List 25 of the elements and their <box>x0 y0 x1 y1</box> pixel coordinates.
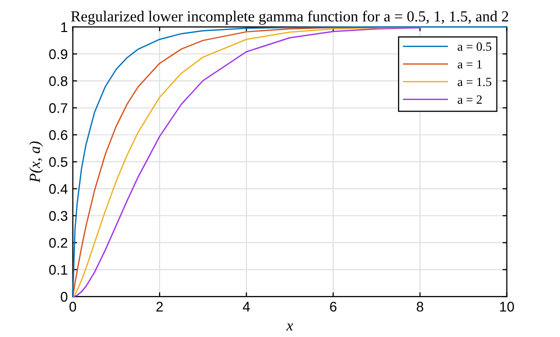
y-tick-label: 0.5 <box>49 157 68 167</box>
legend-label: a = 1 <box>458 60 482 68</box>
x-tick-label: 10 <box>500 302 514 312</box>
legend-label: a = 2 <box>458 95 482 104</box>
y-tick-label: 1 <box>61 22 68 32</box>
x-tick-label: 0 <box>69 302 76 312</box>
chart-title: Regularized lower incomplete gamma function for a = 0.5, 1, 1.5, and 2 <box>71 10 508 25</box>
legend-label: a = 1.5 <box>458 78 492 86</box>
y-tick-label: 0.6 <box>49 130 68 140</box>
x-tick-label: 2 <box>156 302 163 312</box>
x-tick-label: 8 <box>416 302 424 312</box>
y-tick-label: 0.8 <box>49 76 68 86</box>
y-tick-label: 0.1 <box>49 264 68 275</box>
y-tick-label: 0.3 <box>49 211 68 221</box>
legend-label: a = 0.5 <box>458 42 492 51</box>
y-tick-label: 0.4 <box>49 184 68 194</box>
y-tick-label: 0.7 <box>49 103 68 114</box>
y-tick-label: 0.2 <box>49 238 68 248</box>
y-tick-label: 0 <box>60 292 68 302</box>
x-tick-label: 6 <box>330 302 336 312</box>
line-series <box>72 26 508 298</box>
y-tick-label: 0.9 <box>49 49 68 60</box>
x-axis-title: x <box>286 324 294 331</box>
x-tick-label: 4 <box>242 302 250 312</box>
y-axis-title: P(x, a) <box>29 141 44 183</box>
